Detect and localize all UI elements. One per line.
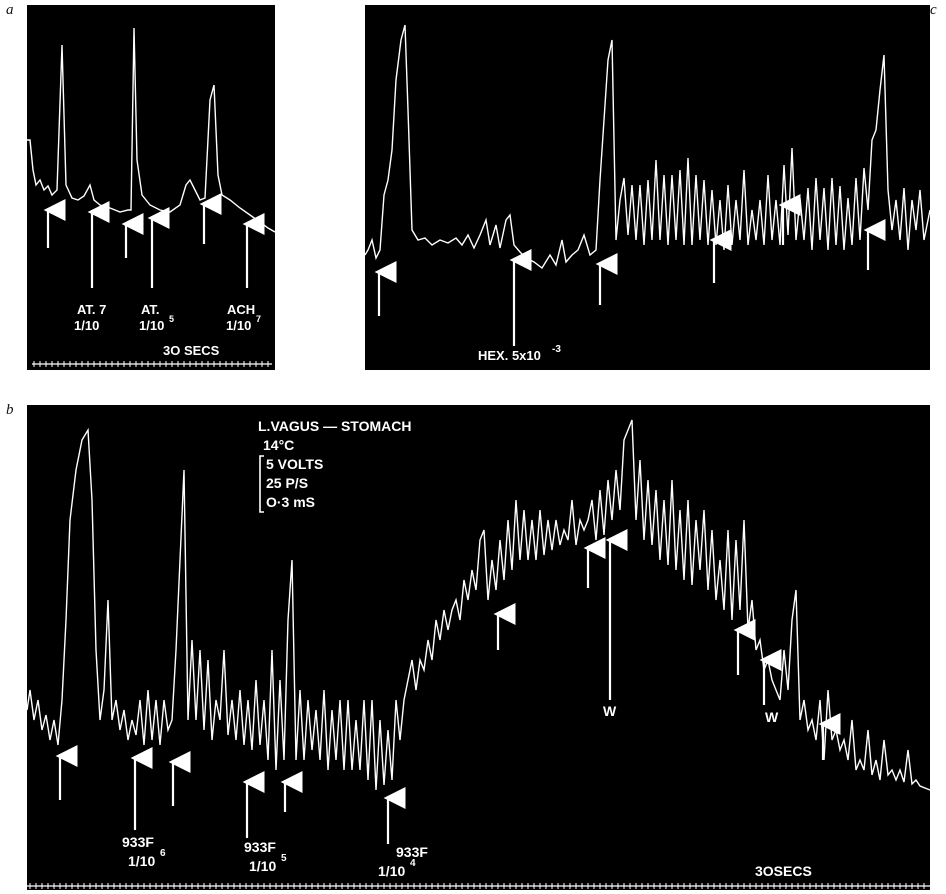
panel-letter-b: b — [6, 402, 14, 418]
panel-a-label-at5-line2: 1/10 — [139, 318, 164, 333]
panel-letter-a: a — [6, 2, 14, 18]
panel-b-timebar-label: 3OSECS — [755, 863, 812, 879]
panel-b-condition-duration: O·3 mS — [266, 494, 315, 510]
panel-a-label-ach-line2: 1/10 — [226, 318, 251, 333]
panel-b-condition-preparation: L.VAGUS — STOMACH — [258, 418, 412, 434]
panel-b-drug-label-2-sup: 5 — [281, 853, 287, 864]
panel-b-drug-label-2-line2: 1/10 — [249, 858, 276, 874]
panel-b-condition-temperature: 14°C — [263, 437, 294, 453]
panel-b-background — [27, 405, 930, 890]
panel-a-timebar — [32, 361, 272, 367]
panel-b-wash-label-2: W — [765, 709, 779, 725]
panel-a-label-at7-line2: 1/10 — [74, 318, 99, 333]
panel-c-label-hex: HEX. 5x10 — [478, 348, 541, 363]
panel-c-label-hex-sup: -3 — [552, 344, 561, 355]
panel-a-timebar-label: 3O SECS — [163, 343, 220, 358]
panel-b-drug-label-1-sup: 6 — [160, 848, 166, 859]
panel-b-condition-frequency: 25 P/S — [266, 475, 308, 491]
panel-a-label-ach-line1: ACH — [227, 302, 255, 317]
panel-b-drug-label-3-line1: 933F — [396, 844, 428, 860]
panel-a-label-ach-sup: 7 — [256, 314, 261, 324]
panel-b-drug-label-3-line2: 1/10 — [378, 863, 405, 879]
panel-b-drug-label-2-line1: 933F — [244, 839, 276, 855]
panel-a-label-at5-line1: AT. — [141, 302, 160, 317]
panel-b-drug-label-3-sup: 4 — [410, 858, 416, 869]
panel-b-trace — [26, 419, 931, 791]
panel-a-trace — [27, 27, 276, 233]
panel-letter-c: c — [930, 2, 937, 18]
panel-a-background — [27, 5, 275, 370]
panel-a: AT. 7 1/10 AT. 1/10 5 ACH 1/10 7 3O SECS — [27, 5, 276, 370]
panel-b-timebar — [27, 883, 930, 889]
panel-b-wash-label-1: W — [603, 703, 617, 719]
panel-b-drug-label-1-line2: 1/10 — [128, 853, 155, 869]
panel-b: L.VAGUS — STOMACH 14°C 5 VOLTS 25 P/S O·… — [26, 405, 931, 890]
panel-b-drug-label-1-line1: 933F — [122, 834, 154, 850]
panel-b-condition-bracket — [259, 455, 264, 513]
panel-a-label-at5-sup: 5 — [169, 314, 174, 324]
panel-c: HEX. 5x10 -3 — [364, 5, 931, 370]
panel-c-trace — [364, 24, 931, 270]
panel-a-label-at7-line1: AT. 7 — [77, 302, 106, 317]
panel-b-condition-voltage: 5 VOLTS — [266, 456, 323, 472]
